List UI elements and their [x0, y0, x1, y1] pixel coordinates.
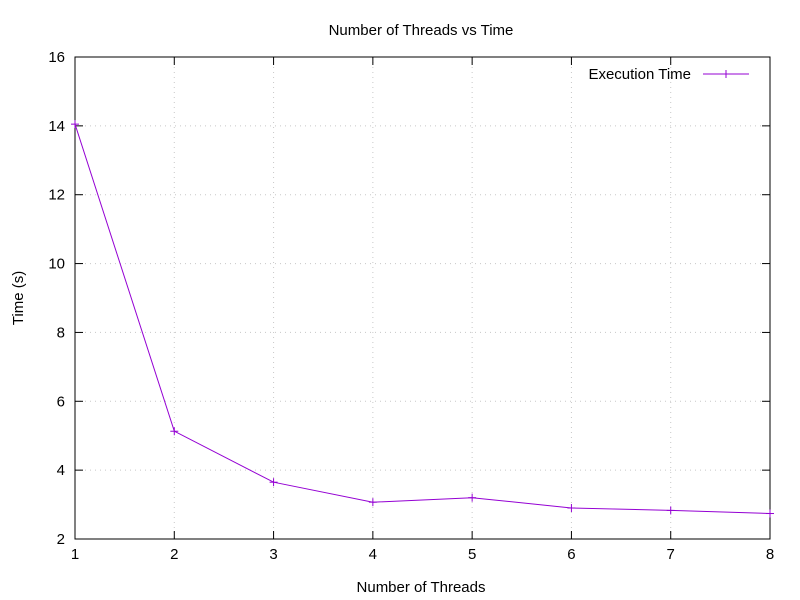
x-axis-label: Number of Threads: [357, 579, 486, 596]
y-tick-label: 8: [57, 324, 65, 341]
x-tick-label: 1: [71, 546, 79, 563]
series: [71, 120, 774, 518]
y-tick-label: 12: [48, 187, 65, 204]
legend: Execution Time: [588, 66, 749, 83]
y-tick-label: 4: [57, 462, 65, 479]
chart-title: Number of Threads vs Time: [329, 22, 514, 39]
x-tick-label: 4: [369, 546, 377, 563]
data-point: [468, 493, 477, 502]
legend-marker: [722, 70, 730, 78]
data-point: [71, 120, 79, 129]
plot-frame: [74, 56, 771, 540]
series-line-execution-time: [74, 123, 771, 514]
grid: [75, 57, 770, 539]
data-point: [567, 504, 576, 513]
y-tick-label: 6: [57, 393, 65, 410]
data-point: [269, 478, 278, 487]
x-tick-label: 2: [170, 546, 178, 563]
x-tick-label: 5: [468, 546, 476, 563]
data-point: [170, 427, 179, 436]
y-tick-label: 16: [48, 49, 65, 66]
x-tick-label: 6: [567, 546, 575, 563]
x-tick-label: 8: [766, 546, 774, 563]
data-point: [766, 509, 774, 518]
y-tick-label: 14: [48, 118, 65, 135]
x-tick-label: 7: [667, 546, 675, 563]
data-point: [368, 498, 377, 507]
data-point: [666, 506, 675, 515]
y-tick-label: 10: [48, 256, 65, 273]
x-tick-label: 3: [269, 546, 277, 563]
legend-label: Execution Time: [588, 66, 691, 83]
y-axis-label: Time (s): [10, 271, 27, 325]
y-tick-label: 2: [57, 531, 65, 548]
